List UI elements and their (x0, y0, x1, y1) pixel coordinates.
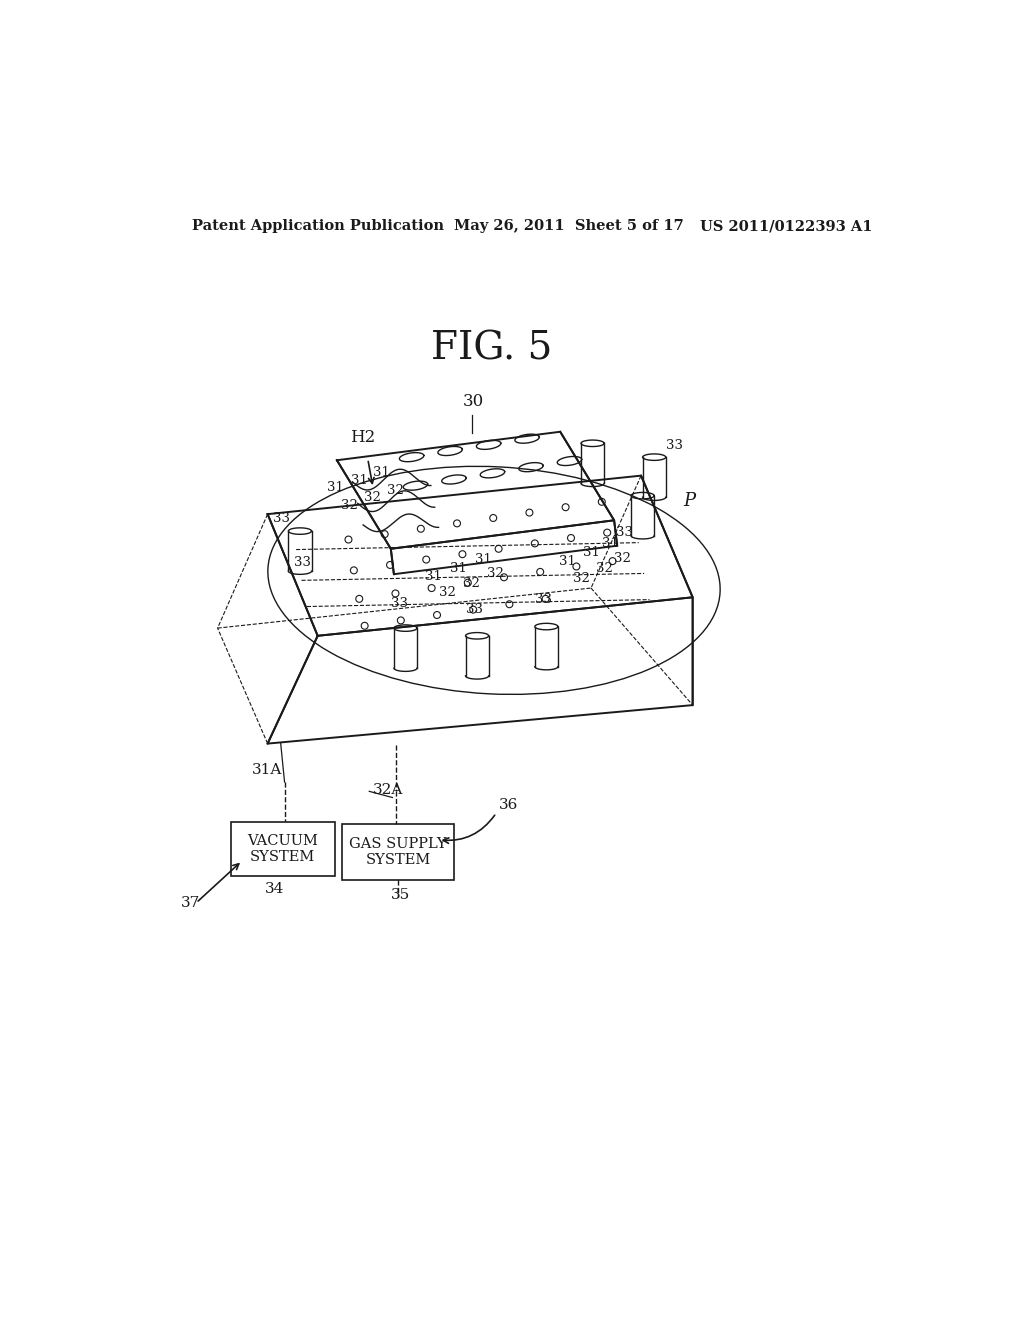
Text: 33: 33 (666, 440, 683, 453)
Text: US 2011/0122393 A1: US 2011/0122393 A1 (700, 219, 872, 234)
Text: 31A: 31A (252, 763, 282, 777)
Text: 32: 32 (438, 586, 456, 599)
Text: 37: 37 (180, 896, 200, 909)
Text: 32: 32 (387, 484, 403, 498)
Text: 32: 32 (572, 572, 590, 585)
Text: 33: 33 (294, 557, 311, 569)
Text: 31: 31 (327, 480, 344, 494)
Text: FIG. 5: FIG. 5 (431, 331, 552, 368)
Text: 34: 34 (265, 882, 285, 896)
Text: 32: 32 (614, 552, 631, 565)
Bar (230, 822, 335, 876)
Text: 33: 33 (615, 525, 633, 539)
Text: 35: 35 (390, 888, 410, 902)
Text: 31: 31 (425, 570, 441, 583)
Text: H2: H2 (350, 429, 375, 446)
Text: 33: 33 (273, 512, 290, 525)
Text: 32A: 32A (373, 783, 403, 797)
Text: 32: 32 (364, 491, 381, 504)
Text: P: P (683, 492, 695, 511)
Text: 31: 31 (583, 546, 599, 560)
Text: 33: 33 (391, 597, 408, 610)
Text: 36: 36 (499, 799, 518, 812)
Text: 31: 31 (602, 537, 618, 550)
Text: May 26, 2011  Sheet 5 of 17: May 26, 2011 Sheet 5 of 17 (454, 219, 684, 234)
Text: 32: 32 (463, 577, 480, 590)
Text: 32: 32 (596, 562, 612, 576)
Text: 30: 30 (463, 393, 484, 411)
Text: 31: 31 (351, 474, 368, 487)
Text: Patent Application Publication: Patent Application Publication (193, 219, 444, 234)
Text: 33: 33 (535, 594, 552, 606)
Text: 33: 33 (466, 603, 482, 615)
Bar (342, 825, 454, 880)
Text: 32: 32 (341, 499, 357, 512)
Text: 31: 31 (373, 466, 390, 479)
Text: VACUUM
SYSTEM: VACUUM SYSTEM (247, 834, 318, 865)
Text: 31: 31 (475, 553, 492, 566)
Text: GAS SUPPLY
SYSTEM: GAS SUPPLY SYSTEM (349, 837, 446, 867)
Text: 32: 32 (487, 568, 504, 581)
Text: 31: 31 (451, 562, 467, 576)
Text: 31: 31 (559, 554, 575, 568)
